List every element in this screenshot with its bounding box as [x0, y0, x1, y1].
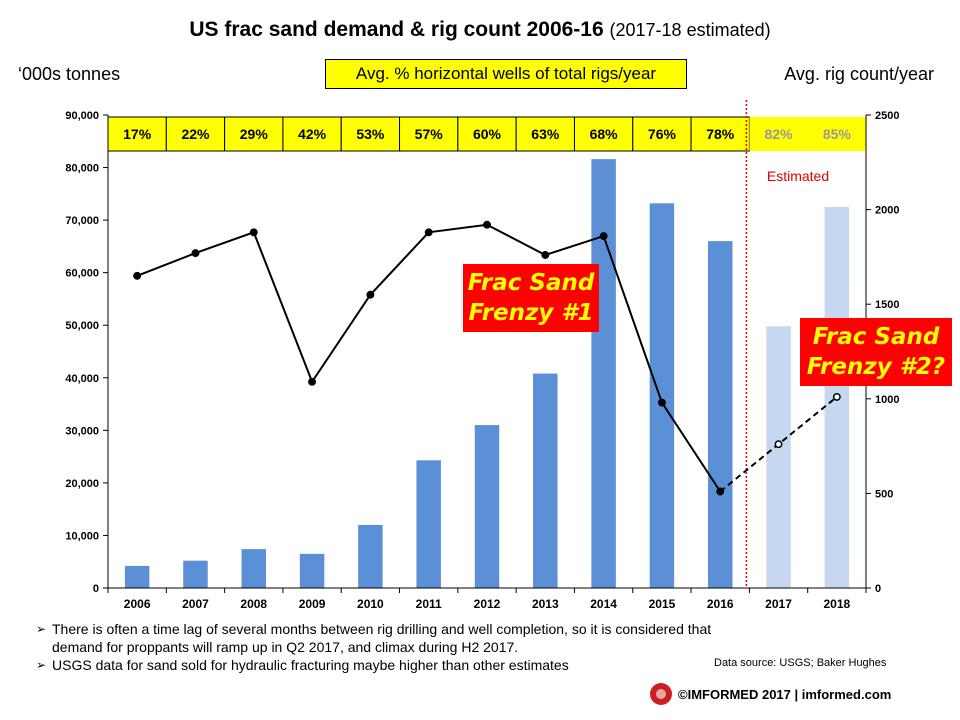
rig-count-point [424, 228, 433, 237]
title-main: US frac sand demand & rig count 2006-16 [189, 18, 604, 41]
y-tick-label-left: 60,000 [65, 268, 99, 280]
rig-count-point [308, 377, 317, 386]
x-tick-label: 2009 [299, 597, 326, 611]
callout-frenzy-2-box [800, 318, 952, 386]
chart-title: US frac sand demand & rig count 2006-16 … [0, 18, 960, 42]
bar [416, 460, 441, 588]
x-tick-label: 2012 [474, 597, 501, 611]
bar [299, 553, 325, 588]
note-item: USGS data for sand sold for hydraulic fr… [36, 656, 716, 674]
callout-frenzy-1-text: Frac Sand [468, 270, 595, 296]
rig-count-point [657, 398, 666, 407]
y-tick-label-left: 80,000 [65, 163, 99, 175]
y-tick-label-left: 10,000 [65, 530, 99, 542]
pct-cell [632, 116, 692, 152]
x-tick-label: 2015 [649, 597, 676, 611]
rig-count-point [366, 290, 375, 299]
estimated-label: Estimated [767, 168, 829, 184]
rig-count-point [541, 251, 550, 259]
footer-text: ©IMFORMED 2017 | imformed.com [678, 686, 892, 702]
callout-frenzy-1-text: Frenzy #1 [469, 300, 594, 326]
callout-frenzy-1-box [463, 264, 599, 332]
rig-count-line [136, 223, 722, 493]
x-tick-label: 2018 [823, 597, 850, 611]
rig-count-point [133, 271, 142, 280]
pct-cell [749, 117, 808, 151]
x-tick-label: 2006 [124, 597, 151, 611]
x-tick-label: 2011 [416, 597, 442, 611]
rig-count-point [249, 228, 258, 237]
y-tick-label-right: 2500 [875, 110, 899, 122]
pct-cell [457, 116, 517, 152]
notes: There is often a time lag of several mon… [36, 620, 716, 674]
pct-label: 57% [415, 126, 444, 142]
rig-count-point [716, 487, 725, 496]
bar [124, 565, 150, 588]
y-tick-label-left: 70,000 [65, 215, 99, 227]
pct-label: 29% [240, 126, 269, 142]
x-tick-label: 2008 [240, 597, 267, 611]
bar [707, 241, 733, 588]
rig-count-point [832, 392, 841, 401]
bar [241, 549, 267, 588]
pct-label: 78% [706, 126, 735, 142]
callout-frenzy-2-text: Frac Sand [813, 324, 940, 350]
pct-label: 85% [823, 126, 852, 142]
callout-frenzy-2-text: Frenzy #2? [807, 354, 945, 380]
bar [183, 560, 208, 588]
right-axis-unit: Avg. rig count/year [784, 64, 934, 84]
x-tick-label: 2016 [707, 597, 734, 611]
y-tick-label-right: 1000 [875, 394, 899, 406]
x-tick-label: 2014 [590, 597, 617, 611]
y-tick-label-left: 30,000 [65, 425, 99, 437]
y-tick-label-left: 50,000 [65, 320, 99, 332]
pct-label: 76% [648, 126, 677, 142]
pct-cell [515, 116, 575, 152]
rig-count-point [599, 232, 608, 241]
pct-cell [165, 116, 226, 152]
y-tick-label-right: 0 [875, 583, 881, 595]
pct-label: 82% [765, 126, 794, 142]
y-tick-label-right: 1500 [875, 299, 899, 311]
rig-count-point [191, 249, 200, 258]
pct-cell [690, 116, 750, 152]
rig-count-point [483, 220, 491, 229]
bar [591, 159, 616, 588]
horizontal-wells-banner: Avg. % horizontal wells of total rigs/ye… [325, 59, 687, 89]
pct-cell [107, 116, 167, 152]
rig-count-point [774, 440, 783, 449]
bar [533, 373, 558, 588]
pct-label: 42% [298, 126, 327, 142]
y-tick-label-right: 2000 [875, 205, 899, 217]
pct-label: 17% [123, 126, 152, 142]
bar [358, 524, 383, 588]
pct-label: 22% [181, 126, 210, 142]
footer: ©IMFORMED 2017 | imformed.com [650, 683, 891, 705]
pct-cell [573, 116, 634, 152]
y-tick-label-left: 90,000 [65, 110, 99, 122]
x-tick-label: 2010 [357, 597, 384, 611]
y-tick-label-left: 20,000 [65, 478, 99, 490]
x-tick-label: 2013 [532, 597, 559, 611]
y-tick-label-right: 500 [875, 488, 893, 500]
x-tick-label: 2007 [182, 597, 209, 611]
bar [649, 203, 675, 588]
y-tick-label-left: 40,000 [65, 373, 99, 385]
pct-label: 63% [531, 126, 560, 142]
data-source: Data source: USGS; Baker Hughes [714, 657, 887, 669]
x-tick-label: 2017 [765, 597, 792, 611]
title-subtitle: (2017-18 estimated) [609, 20, 771, 40]
pct-label: 60% [473, 126, 502, 142]
imformed-logo-icon [650, 683, 672, 705]
bar [474, 425, 500, 588]
pct-cell [807, 117, 866, 151]
y-tick-label-left: 0 [93, 583, 99, 595]
bar [766, 326, 791, 588]
note-item: There is often a time lag of several mon… [36, 620, 716, 656]
pct-label: 53% [356, 126, 385, 142]
pct-cell [282, 116, 342, 152]
pct-label: 68% [590, 126, 619, 142]
left-axis-unit: ‘000s tonnes [18, 64, 121, 84]
